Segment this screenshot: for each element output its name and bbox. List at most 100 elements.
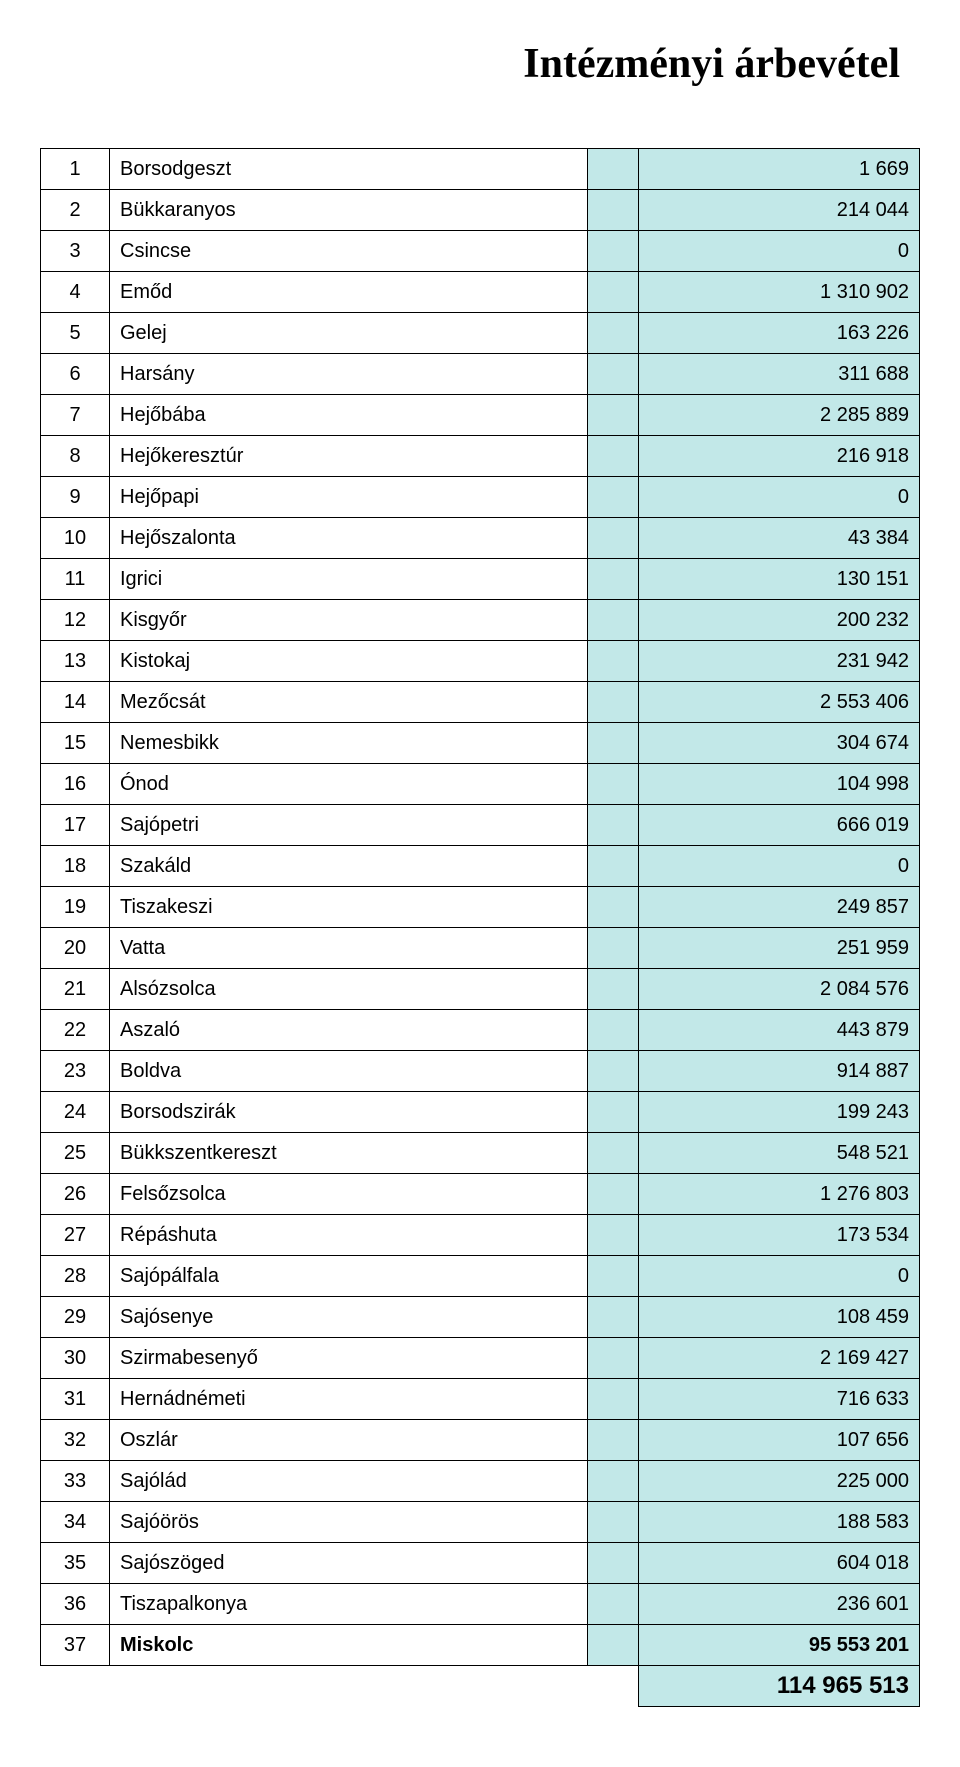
table-row: 25Bükkszentkereszt548 521 <box>41 1133 920 1174</box>
row-value: 107 656 <box>639 1420 920 1461</box>
table-row: 29Sajósenye 108 459 <box>41 1297 920 1338</box>
row-name: Sajósenye <box>110 1297 588 1338</box>
row-value: 130 151 <box>639 559 920 600</box>
row-name: Sajószöged <box>110 1543 588 1584</box>
row-gap <box>588 395 639 436</box>
table-row: 21Alsózsolca2 084 576 <box>41 969 920 1010</box>
row-gap <box>588 1625 639 1666</box>
row-name: Bükkaranyos <box>110 190 588 231</box>
table-row: 2Bükkaranyos214 044 <box>41 190 920 231</box>
table-row: 30Szirmabesenyő2 169 427 <box>41 1338 920 1379</box>
table-row: 3Csincse0 <box>41 231 920 272</box>
row-index: 24 <box>41 1092 110 1133</box>
table-row: 34Sajóörös188 583 <box>41 1502 920 1543</box>
table-row: 11Igrici130 151 <box>41 559 920 600</box>
row-gap <box>588 313 639 354</box>
row-value: 0 <box>639 846 920 887</box>
table-row: 12Kisgyőr200 232 <box>41 600 920 641</box>
row-value: 604 018 <box>639 1543 920 1584</box>
table-row: 37Miskolc95 553 201 <box>41 1625 920 1666</box>
row-gap <box>588 846 639 887</box>
row-name: Felsőzsolca <box>110 1174 588 1215</box>
page-title: Intézményi árbevétel <box>40 40 900 88</box>
table-row: 20Vatta251 959 <box>41 928 920 969</box>
row-gap <box>588 272 639 313</box>
row-gap <box>588 723 639 764</box>
row-name: Mezőcsát <box>110 682 588 723</box>
row-value: 251 959 <box>639 928 920 969</box>
row-index: 8 <box>41 436 110 477</box>
row-value: 108 459 <box>639 1297 920 1338</box>
row-name: Hejőpapi <box>110 477 588 518</box>
row-gap <box>588 600 639 641</box>
row-value: 173 534 <box>639 1215 920 1256</box>
row-value: 2 084 576 <box>639 969 920 1010</box>
table-row: 14Mezőcsát2 553 406 <box>41 682 920 723</box>
row-index: 14 <box>41 682 110 723</box>
row-name: Tiszapalkonya <box>110 1584 588 1625</box>
row-name: Boldva <box>110 1051 588 1092</box>
row-value: 914 887 <box>639 1051 920 1092</box>
row-name: Sajólád <box>110 1461 588 1502</box>
row-gap <box>588 1461 639 1502</box>
row-gap <box>588 1092 639 1133</box>
row-gap <box>588 1133 639 1174</box>
row-index: 18 <box>41 846 110 887</box>
row-gap <box>588 1420 639 1461</box>
table-row: 36Tiszapalkonya236 601 <box>41 1584 920 1625</box>
table-row: 32Oszlár 107 656 <box>41 1420 920 1461</box>
row-gap <box>588 969 639 1010</box>
row-value: 1 276 803 <box>639 1174 920 1215</box>
row-name: Nemesbikk <box>110 723 588 764</box>
row-value: 0 <box>639 477 920 518</box>
row-gap <box>588 149 639 190</box>
row-value: 249 857 <box>639 887 920 928</box>
row-value: 548 521 <box>639 1133 920 1174</box>
row-name: Sajópálfala <box>110 1256 588 1297</box>
row-value: 163 226 <box>639 313 920 354</box>
table-row: 28Sajópálfala 0 <box>41 1256 920 1297</box>
row-index: 20 <box>41 928 110 969</box>
row-gap <box>588 1584 639 1625</box>
row-value: 231 942 <box>639 641 920 682</box>
row-index: 29 <box>41 1297 110 1338</box>
row-index: 19 <box>41 887 110 928</box>
row-index: 35 <box>41 1543 110 1584</box>
row-value: 311 688 <box>639 354 920 395</box>
row-value: 443 879 <box>639 1010 920 1051</box>
row-gap <box>588 764 639 805</box>
row-name: Sajópetri <box>110 805 588 846</box>
row-gap <box>588 1256 639 1297</box>
row-index: 15 <box>41 723 110 764</box>
table-row: 4Emőd1 310 902 <box>41 272 920 313</box>
row-value: 225 000 <box>639 1461 920 1502</box>
table-row: 7Hejőbába2 285 889 <box>41 395 920 436</box>
document-page: Intézményi árbevétel 1Borsodgeszt1 6692B… <box>0 0 960 1767</box>
row-value: 0 <box>639 1256 920 1297</box>
row-value: 1 310 902 <box>639 272 920 313</box>
table-row: 13Kistokaj231 942 <box>41 641 920 682</box>
row-gap <box>588 887 639 928</box>
table-row: 26Felsőzsolca1 276 803 <box>41 1174 920 1215</box>
row-index: 6 <box>41 354 110 395</box>
row-index: 32 <box>41 1420 110 1461</box>
total-row: 114 965 513 <box>41 1666 920 1707</box>
row-name: Borsodgeszt <box>110 149 588 190</box>
row-name: Borsodszirák <box>110 1092 588 1133</box>
row-value: 1 669 <box>639 149 920 190</box>
row-gap <box>588 1543 639 1584</box>
row-value: 188 583 <box>639 1502 920 1543</box>
table-row: 18Szakáld0 <box>41 846 920 887</box>
row-name: Ónod <box>110 764 588 805</box>
row-index: 28 <box>41 1256 110 1297</box>
row-index: 22 <box>41 1010 110 1051</box>
row-gap <box>588 354 639 395</box>
row-gap <box>588 1174 639 1215</box>
row-name: Oszlár <box>110 1420 588 1461</box>
row-index: 11 <box>41 559 110 600</box>
row-value: 199 243 <box>639 1092 920 1133</box>
row-index: 34 <box>41 1502 110 1543</box>
row-name: Tiszakeszi <box>110 887 588 928</box>
row-index: 23 <box>41 1051 110 1092</box>
row-name: Kisgyőr <box>110 600 588 641</box>
